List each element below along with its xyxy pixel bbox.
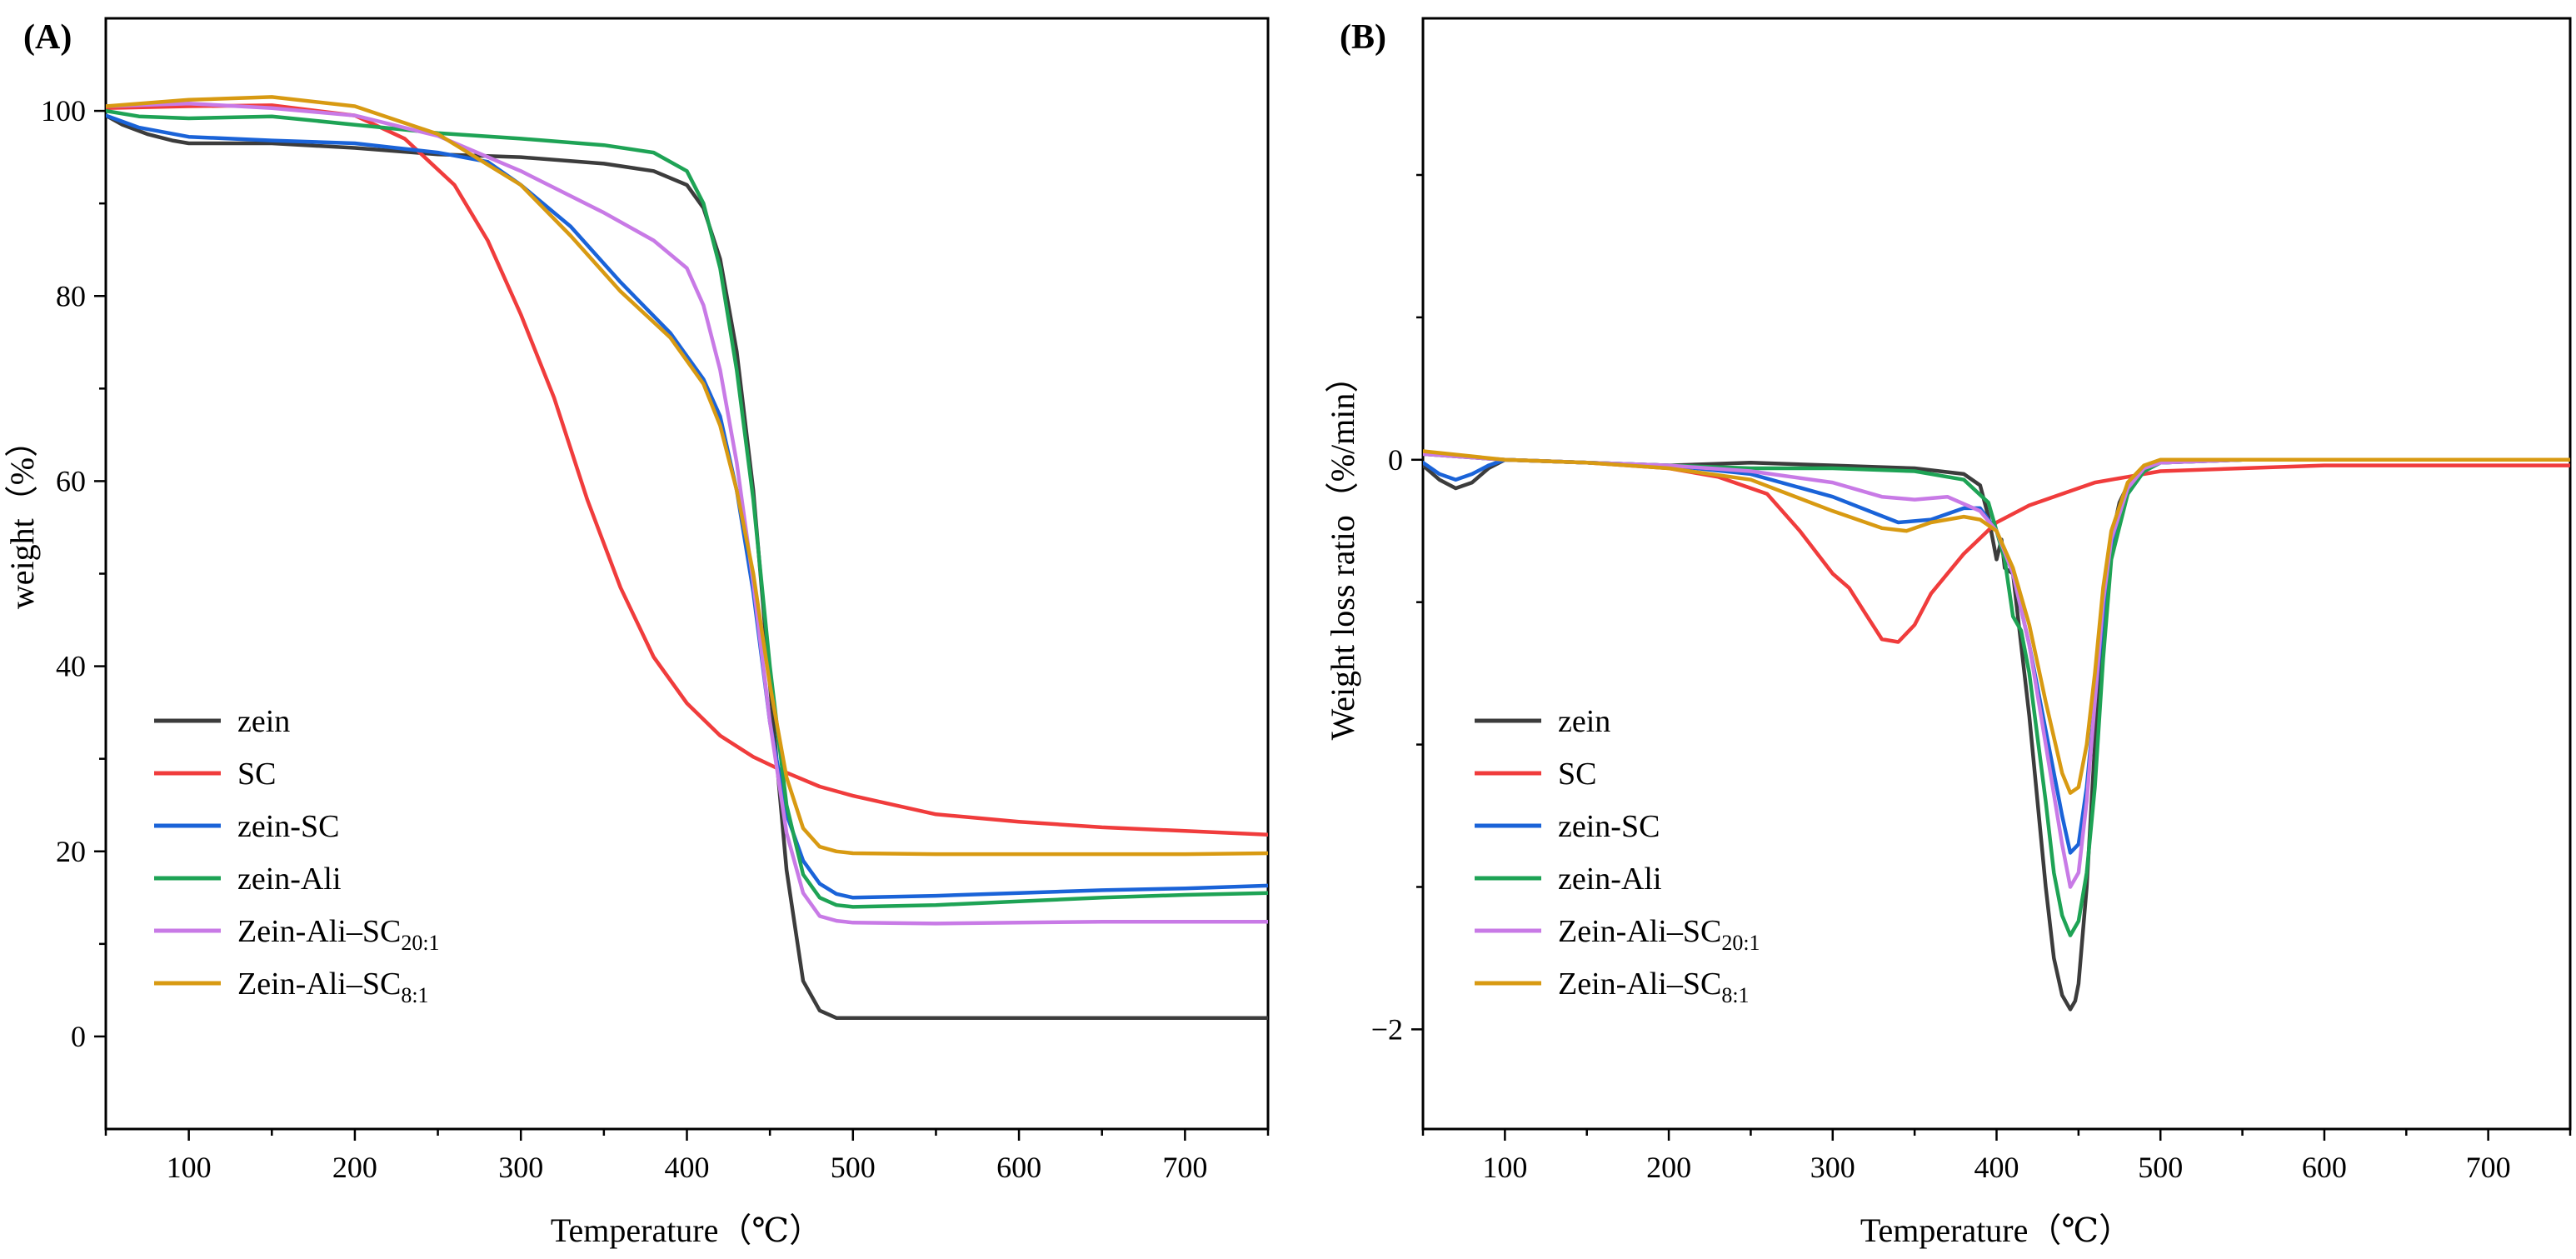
panel-label: (A) (23, 18, 72, 57)
legend-label: zein-Ali (237, 862, 342, 897)
y-axis-title: Weight loss ratio（%/min） (1324, 360, 1361, 741)
series-line-zein (106, 113, 1268, 1020)
x-tick-label: 200 (332, 1151, 377, 1184)
x-tick-label: 600 (996, 1151, 1041, 1184)
series-lines (106, 95, 1268, 1020)
legend-label: zein (237, 704, 290, 739)
legend-label: zein-SC (1558, 809, 1660, 844)
x-tick-label: 300 (498, 1151, 543, 1184)
series-line-zein-sc (106, 113, 1268, 900)
x-tick-label: 700 (1162, 1151, 1207, 1184)
y-tick-label: 60 (56, 464, 86, 497)
x-tick-label: 600 (2302, 1151, 2347, 1184)
series-line-zein-ali-sc8-1 (1423, 449, 2570, 795)
y-tick-label: −2 (1371, 1012, 1403, 1046)
x-tick-label: 700 (2466, 1151, 2511, 1184)
legend-label: zein (1558, 704, 1610, 739)
panel-label: (B) (1340, 18, 1386, 57)
plot-frame (1421, 17, 2572, 1131)
x-axis-title: Temperature（℃） (1860, 1212, 2132, 1249)
y-tick-label: 100 (41, 94, 86, 127)
y-tick-label: 0 (71, 1020, 86, 1053)
legend-label: zein-Ali (1558, 862, 1662, 897)
legend-label: Zein-Ali–SC8:1 (1558, 967, 1750, 1007)
series-line-sc (106, 103, 1268, 837)
x-tick-label: 100 (167, 1151, 212, 1184)
legend-label: Zein-Ali–SC20:1 (1558, 914, 1760, 955)
series-line-sc (1423, 452, 2570, 644)
x-tick-label: 400 (1974, 1151, 2019, 1184)
panel-b-dtg-chart: (B) 100 200 300 400 500 600 700 0 −2 Temperature（℃… (1324, 17, 2572, 1249)
x-tick-label: 100 (1482, 1151, 1527, 1184)
x-tick-label: 500 (831, 1151, 876, 1184)
x-tick-label: 400 (665, 1151, 710, 1184)
y-axis-title: weight（%） (3, 424, 41, 609)
series-line-zein-sc (1423, 457, 2570, 855)
legend-label: zein-SC (237, 809, 339, 844)
series-line-zein-ali (106, 108, 1268, 909)
y-tick-label: 80 (56, 279, 86, 312)
x-tick-label: 200 (1646, 1151, 1691, 1184)
legend-label: SC (1558, 757, 1596, 792)
legend: zein SC zein-SC zein-Ali Zein-Ali–SC20:1 Zein… (154, 704, 440, 1007)
x-axis-title: Temperature（℃） (551, 1212, 822, 1249)
panel-a-weight-chart: (A) 100 200 300 400 500 600 700 0 20 40 60 80 100 Temp… (3, 17, 1270, 1249)
legend-label: Zein-Ali–SC20:1 (237, 914, 440, 955)
series-lines (1423, 449, 2570, 1012)
legend-label: SC (237, 757, 276, 792)
y-tick-label: 0 (1388, 443, 1403, 477)
series-line-zein-ali-sc8-1 (106, 95, 1268, 857)
series-line-zein-ali-sc20-1 (1423, 452, 2570, 889)
x-tick-label: 500 (2138, 1151, 2183, 1184)
series-line-zein-ali-sc20-1 (106, 101, 1268, 926)
legend: zein SC zein-SC zein-Ali Zein-Ali–SC20:1 Zein… (1475, 704, 1760, 1007)
legend-label: Zein-Ali–SC8:1 (237, 967, 429, 1007)
x-tick-label: 300 (1810, 1151, 1855, 1184)
y-tick-label: 40 (56, 650, 86, 683)
y-tick-label: 20 (56, 835, 86, 868)
